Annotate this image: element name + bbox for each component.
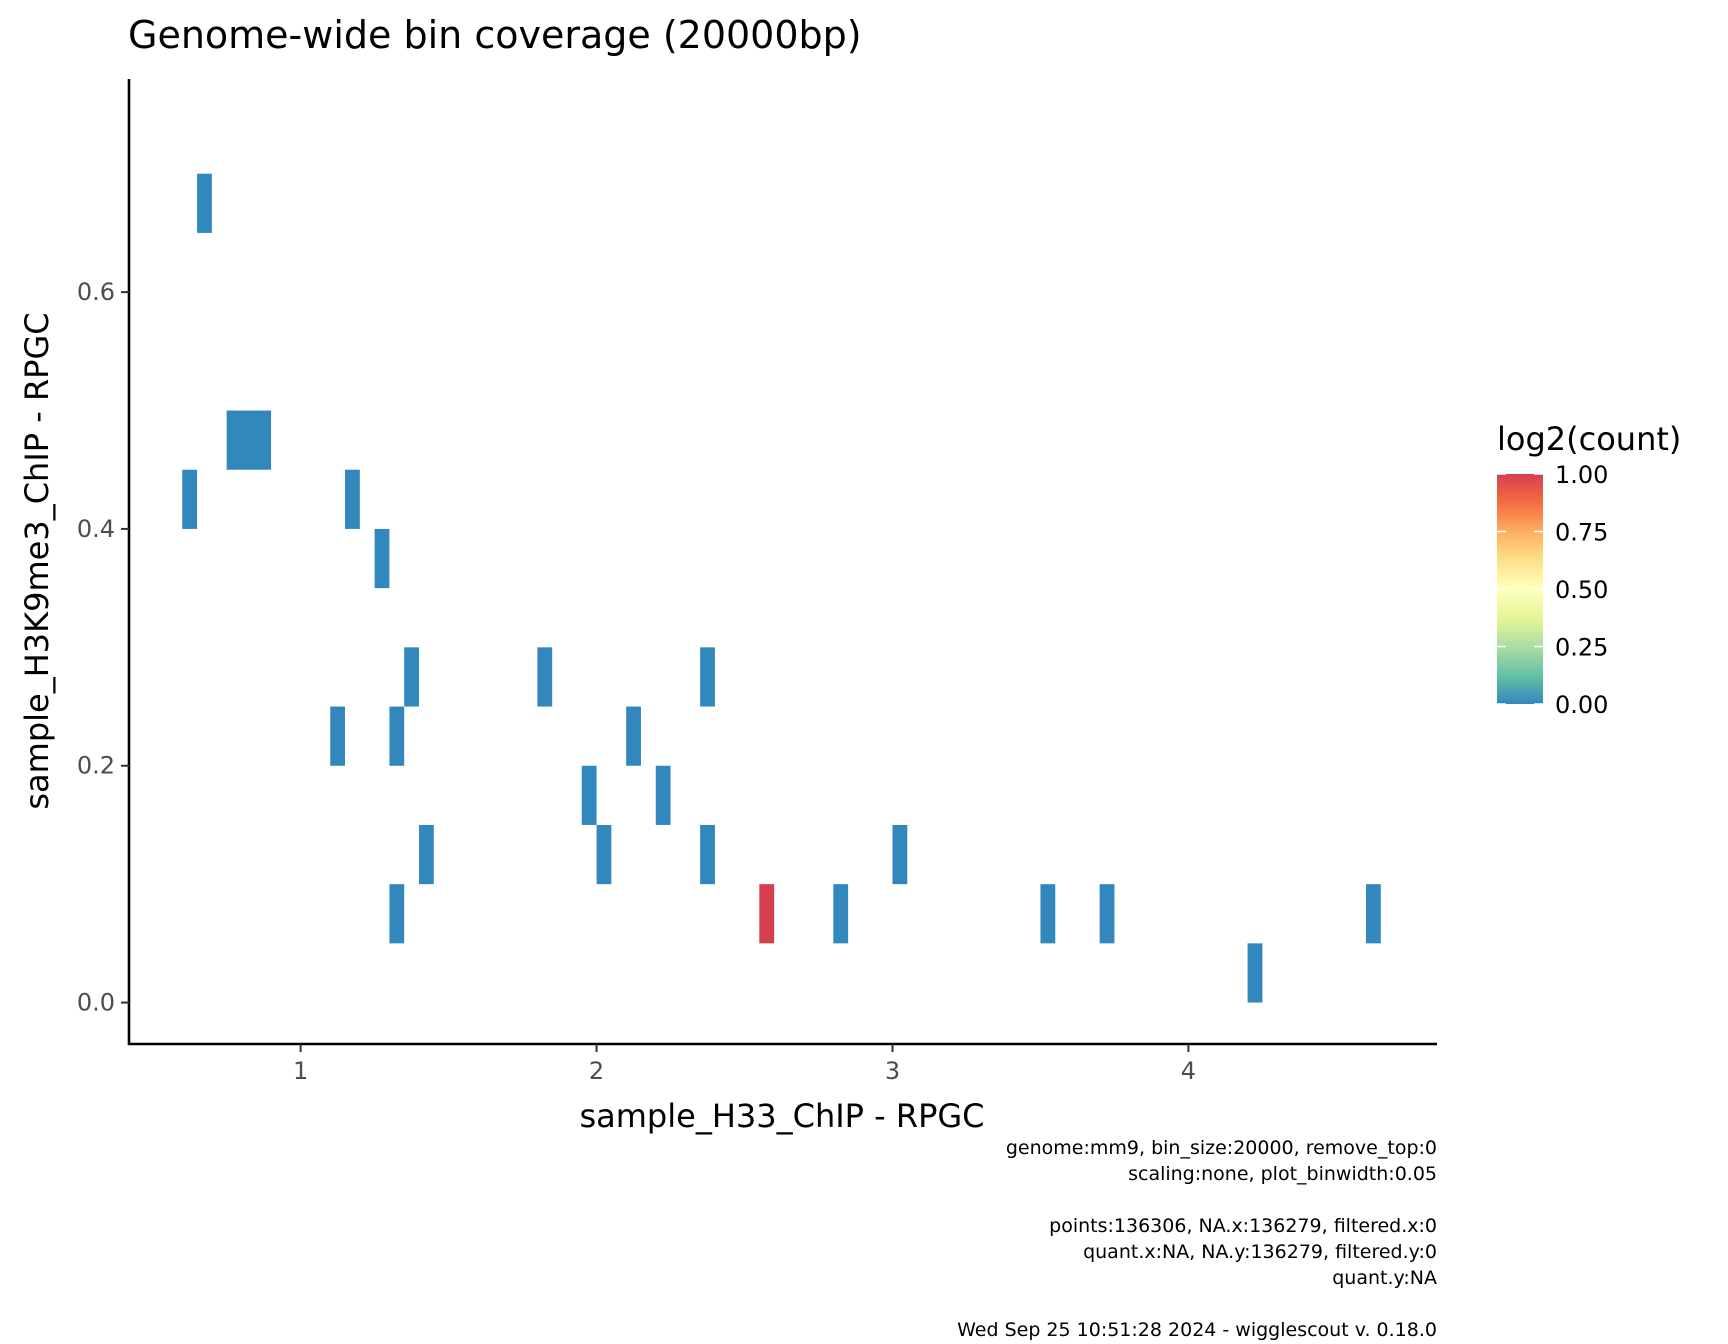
caption-line: Wed Sep 25 10:51:28 2024 - wigglescout v… [957,1319,1437,1341]
heatmap-cell [1365,884,1381,944]
heatmap-cell [833,884,849,944]
legend-label: 0.50 [1555,576,1608,604]
caption-line: quant.x:NA, NA.y:136279, filtered.y:0 [1083,1241,1437,1263]
heatmap-cell [345,469,360,529]
heatmap-cell [655,765,671,825]
heatmap-cell [389,884,405,944]
x-tick-label: 4 [1181,1057,1196,1085]
y-tick-label: 0.2 [77,752,115,780]
heatmap-cell [700,824,715,885]
y-tick-label: 0.4 [77,515,115,543]
heatmap-cell [537,647,553,707]
heatmap-cell [374,528,390,589]
legend-ticks: 1.00 0.75 0.50 0.25 0.00 [1497,461,1608,719]
legend-label: 0.00 [1555,691,1608,719]
heatmap-cell [330,706,346,766]
y-axis-title: sample_H3K9me3_ChIP - RPGC [18,312,56,809]
heatmap-cell [404,647,420,707]
caption-line: genome:mm9, bin_size:20000, remove_top:0 [1006,1137,1437,1159]
color-legend: log2(count) 1.00 0.75 0.50 0.25 0.00 [1497,420,1681,719]
heatmap-cell [581,765,597,825]
heatmap-cell [197,173,212,233]
heatmap-cell [596,824,612,885]
caption-line: scaling:none, plot_binwidth:0.05 [1128,1163,1437,1185]
x-axis-ticks: 1 2 3 4 [293,1044,1196,1085]
legend-label: 0.75 [1555,519,1608,547]
heatmap-cell [626,706,641,766]
x-axis-title: sample_H33_ChIP - RPGC [579,1097,984,1135]
x-tick-label: 1 [293,1057,308,1085]
y-tick-label: 0.6 [77,278,115,306]
heatmap-cell [182,469,198,529]
heatmap-cell [389,706,405,766]
heatmap-cell [1099,884,1115,944]
legend-title: log2(count) [1497,420,1681,458]
chart-title: Genome-wide bin coverage (20000bp) [128,13,862,57]
x-tick-label: 2 [589,1057,604,1085]
heatmap-cells [182,173,1381,1003]
heatmap-cell [1040,884,1056,944]
heatmap-cell [700,647,715,707]
heatmap-cell [226,410,272,470]
y-tick-label: 0.0 [77,989,115,1017]
heatmap-cell [1247,943,1263,1003]
caption-line: points:136306, NA.x:136279, filtered.x:0 [1049,1215,1437,1237]
x-tick-label: 3 [885,1057,900,1085]
legend-label: 1.00 [1555,461,1608,489]
caption: genome:mm9, bin_size:20000, remove_top:0… [957,1137,1437,1341]
caption-line: quant.y:NA [1332,1267,1437,1289]
heatmap-cell [759,884,775,944]
legend-label: 0.25 [1555,634,1608,662]
heatmap-cell [419,824,434,885]
y-axis-ticks: 0.0 0.2 0.4 0.6 [77,278,129,1017]
heatmap-cell [892,824,908,885]
